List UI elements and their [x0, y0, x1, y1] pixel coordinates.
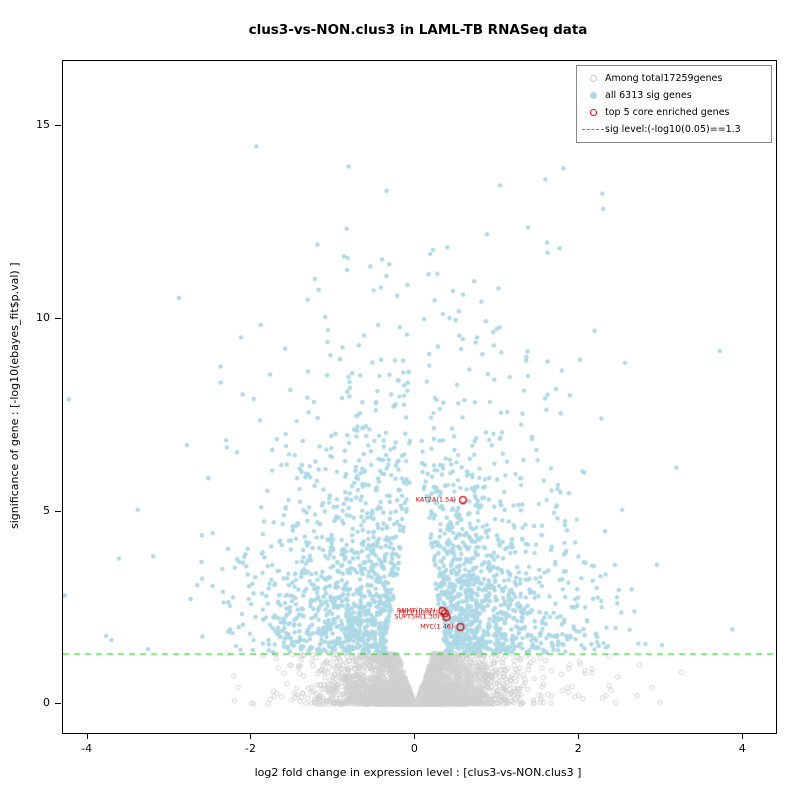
- gene-label: PELP1(0.97): [398, 608, 438, 617]
- x-tick-mark: [578, 733, 580, 739]
- chart-title: clus3-vs-NON.clus3 in LAML-TB RNASeq dat…: [248, 22, 588, 38]
- legend-item-core-enriched: top 5 core enriched genes: [581, 104, 765, 121]
- y-tick-label: 15: [36, 118, 50, 132]
- x-axis-label: log2 fold change in expression level : […: [254, 766, 582, 779]
- x-tick-mark: [742, 733, 744, 739]
- gene-label: SUPT5H(1.30): [394, 612, 440, 621]
- legend-item-total-genes: Among total17259genes: [581, 70, 765, 87]
- y-tick-mark: [55, 703, 61, 705]
- legend-label: Among total17259genes: [605, 73, 723, 84]
- x-tick-label: 2: [574, 742, 582, 755]
- y-tick-mark: [55, 510, 61, 512]
- gray-open-circle-icon: [581, 75, 605, 82]
- legend-label: sig level:(-log10(0.05)==1.3: [605, 124, 741, 135]
- gene-label: MYC(1.46): [420, 622, 454, 631]
- gene-label: KAT2A(1.54): [415, 495, 456, 504]
- x-tick-label: 0: [410, 742, 418, 755]
- legend-item-sig-level: sig level:(-log10(0.05)==1.3: [581, 121, 765, 138]
- x-tick-label: -2: [245, 742, 256, 755]
- x-tick-label: 4: [738, 742, 746, 755]
- legend-label: all 6313 sig genes: [605, 90, 692, 101]
- x-tick-label: -4: [81, 742, 93, 755]
- legend-label: top 5 core enriched genes: [605, 107, 730, 118]
- y-tick-label: 5: [43, 503, 50, 517]
- y-tick-label: 10: [36, 311, 50, 325]
- blue-filled-circle-icon: [581, 92, 605, 99]
- green-dashed-line-icon: [581, 129, 605, 130]
- scatter-points-canvas: [63, 61, 776, 733]
- y-axis-label: significance of gene : [-log10(ebayes_fi…: [8, 262, 21, 530]
- y-tick-label: 0: [43, 696, 50, 710]
- plot-area: KAT2A(1.54) RNMT(0.87) PELP1(0.97) SUPT5H(1…: [62, 60, 777, 734]
- legend: Among total17259genes all 6313 sig genes…: [576, 65, 772, 143]
- x-tick-mark: [250, 733, 252, 739]
- gene-label: RNMT(0.87): [396, 606, 436, 615]
- legend-item-sig-genes: all 6313 sig genes: [581, 87, 765, 104]
- x-tick-mark: [86, 733, 88, 739]
- x-tick-mark: [414, 733, 416, 739]
- y-tick-mark: [55, 318, 61, 320]
- y-tick-mark: [55, 125, 61, 127]
- red-open-circle-icon: [581, 109, 605, 116]
